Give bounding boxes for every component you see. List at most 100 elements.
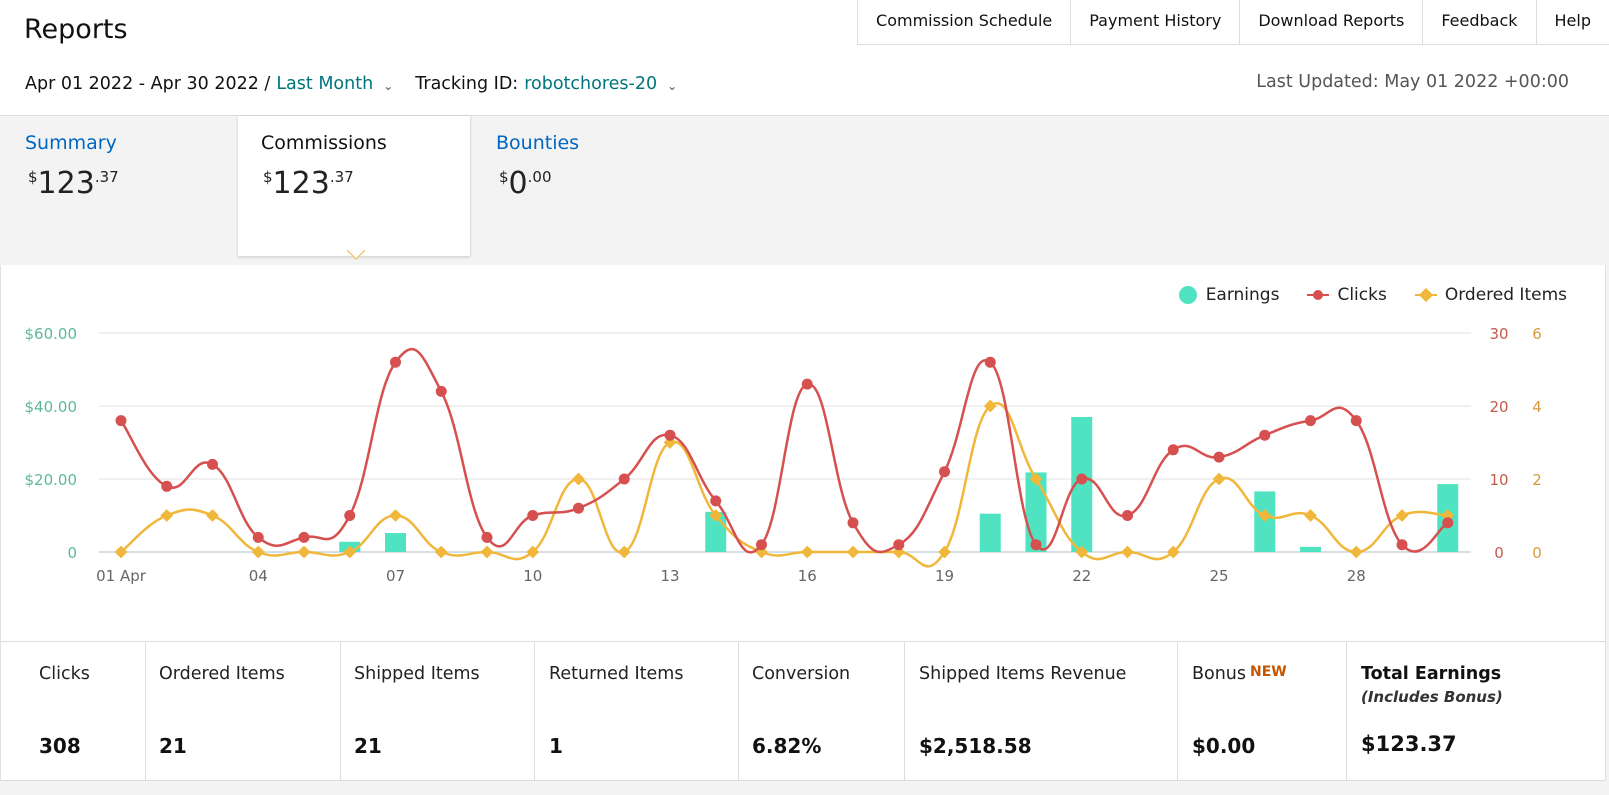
report-tabs: Summary $123.37 Commissions $123.37 Boun… xyxy=(0,115,1609,256)
tab-summary-label: Summary xyxy=(25,132,117,154)
clicks-point xyxy=(664,429,676,441)
nav-feedback[interactable]: Feedback xyxy=(1423,0,1537,44)
stat-label: Conversion xyxy=(752,664,851,684)
legend-earnings[interactable]: Earnings xyxy=(1178,285,1280,305)
stat-value: $2,518.58 xyxy=(919,734,1032,758)
clicks-point xyxy=(573,502,584,514)
clicks-line-icon xyxy=(1307,290,1330,300)
ordered-items-point xyxy=(389,509,402,522)
ordered-items-point xyxy=(800,545,814,559)
top-nav: Commission Schedule Payment History Down… xyxy=(857,0,1609,45)
ordered-items-point xyxy=(1212,472,1226,486)
y-right-clicks-tick-label: 0 xyxy=(1494,544,1504,562)
nav-download-reports[interactable]: Download Reports xyxy=(1240,0,1424,44)
stat-ordered-items: Ordered Items 21 xyxy=(145,642,341,780)
legend-earnings-label: Earnings xyxy=(1205,285,1280,305)
stat-value: 308 xyxy=(39,734,81,758)
y-left-tick-label: $60.00 xyxy=(25,325,78,343)
stat-value: $123.37 xyxy=(1361,732,1457,756)
nav-payment-history[interactable]: Payment History xyxy=(1071,0,1241,44)
clicks-point xyxy=(939,466,950,478)
clicks-point xyxy=(1396,539,1408,551)
ordered-items-point xyxy=(434,545,448,559)
y-left-tick-label: $20.00 xyxy=(25,471,78,489)
date-range-text: Apr 01 2022 - Apr 30 2022 / xyxy=(25,74,271,94)
x-tick-label: 13 xyxy=(660,567,679,585)
earnings-bar xyxy=(385,533,406,552)
clicks-point xyxy=(1259,429,1271,441)
x-tick-label: 04 xyxy=(249,567,268,585)
legend-clicks[interactable]: Clicks xyxy=(1307,285,1387,305)
stats-bar: Clicks 308 Ordered Items 21 Shipped Item… xyxy=(0,641,1606,781)
x-tick-label: 07 xyxy=(386,567,405,585)
ordered-items-point xyxy=(572,472,585,486)
clicks-line xyxy=(119,347,1449,554)
header: Reports Commission Schedule Payment Hist… xyxy=(0,0,1609,115)
stat-value: 1 xyxy=(549,734,563,758)
stat-clicks: Clicks 308 xyxy=(1,642,146,780)
clicks-point xyxy=(435,385,447,397)
x-tick-label: 10 xyxy=(523,567,542,585)
clicks-point xyxy=(1030,539,1042,551)
stat-shipped-revenue: Shipped Items Revenue $2,518.58 xyxy=(904,642,1178,780)
clicks-point xyxy=(893,539,905,551)
clicks-point xyxy=(390,356,401,368)
earnings-dot-icon xyxy=(1178,286,1197,304)
x-tick-label: 19 xyxy=(935,567,954,585)
tab-bounties[interactable]: Bounties $0.00 xyxy=(470,116,710,252)
x-tick-label: 25 xyxy=(1209,567,1228,585)
stat-total-earnings: Total Earnings (Includes Bonus) $123.37 xyxy=(1346,642,1605,780)
chevron-down-icon[interactable]: ⌄ xyxy=(667,79,678,93)
clicks-point xyxy=(1213,451,1225,463)
ordered-items-point xyxy=(1121,545,1134,559)
stat-label: Returned Items xyxy=(549,664,684,684)
clicks-point xyxy=(1076,473,1088,485)
nav-commission-schedule[interactable]: Commission Schedule xyxy=(858,0,1072,44)
stat-label: Shipped Items xyxy=(354,664,480,684)
clicks-point xyxy=(710,495,722,507)
y-right-items-tick-label: 4 xyxy=(1532,398,1542,416)
tracking-id-dropdown[interactable]: robotchores-20 xyxy=(524,74,658,94)
tab-bounties-amount: $0.00 xyxy=(499,166,552,201)
date-preset-dropdown[interactable]: Last Month xyxy=(276,74,374,94)
page-title: Reports xyxy=(24,14,128,45)
filters-bar: Apr 01 2022 - Apr 30 2022 / Last Month ⌄… xyxy=(25,74,677,94)
y-right-items-tick-label: 2 xyxy=(1532,471,1542,489)
y-left-tick-label: 0 xyxy=(67,544,77,562)
clicks-point xyxy=(847,517,859,529)
clicks-point xyxy=(1350,415,1362,427)
tab-commissions-amount: $123.37 xyxy=(263,166,354,201)
clicks-point xyxy=(984,356,996,368)
clicks-point xyxy=(1122,510,1133,521)
last-updated: Last Updated: May 01 2022 +00:00 xyxy=(1256,72,1569,92)
clicks-point xyxy=(618,473,630,485)
tab-summary[interactable]: Summary $123.37 xyxy=(0,116,238,252)
stat-bonus: Bonus NEW $0.00 xyxy=(1177,642,1347,780)
ordered-items-point xyxy=(251,545,265,559)
ordered-items-point xyxy=(1395,509,1409,522)
y-right-items-tick-label: 6 xyxy=(1532,325,1542,343)
legend-ordered-items[interactable]: Ordered Items xyxy=(1414,285,1567,305)
stat-label: Clicks xyxy=(39,664,90,684)
ordered-items-point xyxy=(206,509,219,522)
clicks-point xyxy=(252,531,264,543)
stat-label: Total Earnings (Includes Bonus) xyxy=(1361,664,1503,706)
clicks-point xyxy=(756,539,767,551)
earnings-chart: 0 $20.00 $40.00 $60.00 0 10 20 30 0 2 4 6 01 Apr 04 07… xyxy=(25,325,1542,585)
clicks-point xyxy=(1167,444,1179,456)
chevron-down-icon[interactable]: ⌄ xyxy=(383,79,394,93)
tab-commissions[interactable]: Commissions $123.37 xyxy=(238,116,470,256)
clicks-point xyxy=(801,378,813,390)
y-left-tick-label: $40.00 xyxy=(25,398,78,416)
nav-help[interactable]: Help xyxy=(1554,11,1591,30)
tab-commissions-label: Commissions xyxy=(261,132,387,154)
y-right-clicks-tick-label: 20 xyxy=(1489,398,1508,416)
x-tick-label: 22 xyxy=(1072,567,1091,585)
ordered-items-point xyxy=(480,545,494,559)
ordered-items-point xyxy=(1304,509,1317,522)
active-tab-pointer-icon xyxy=(347,249,365,260)
legend-ordered-items-label: Ordered Items xyxy=(1444,285,1567,305)
stat-conversion: Conversion 6.82% xyxy=(738,642,905,780)
ordered-items-point xyxy=(846,545,860,559)
